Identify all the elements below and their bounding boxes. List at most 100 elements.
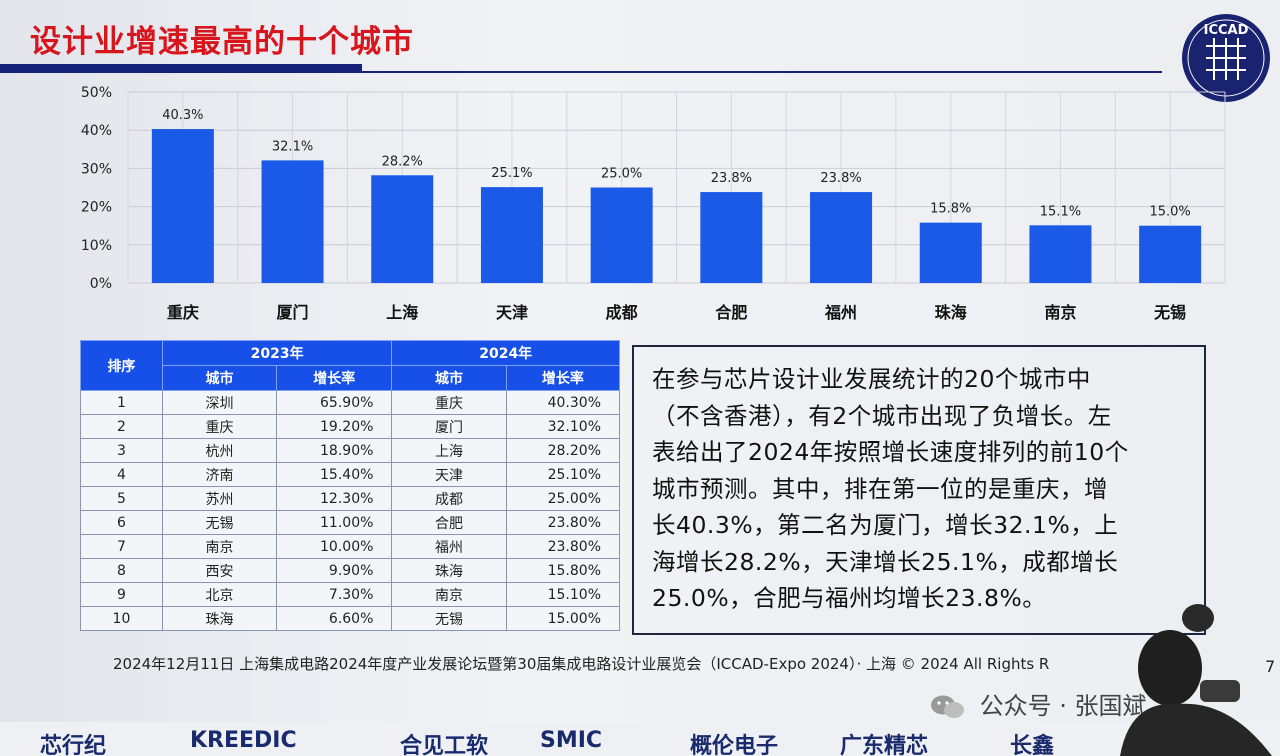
rate-2023-cell: 10.00%	[276, 534, 393, 559]
sub-header-rate-2024: 增长率	[505, 365, 621, 391]
rate-2024-cell: 25.10%	[505, 462, 621, 487]
rate-2023-cell: 18.90%	[276, 438, 393, 463]
table-row: 1 深圳 65.90% 重庆 40.30%	[80, 390, 621, 415]
rate-2024-cell: 23.80%	[505, 534, 621, 559]
value-label: 15.1%	[1040, 204, 1081, 219]
table-row: 7 南京 10.00% 福州 23.80%	[80, 534, 621, 559]
rate-2023-cell: 12.30%	[276, 486, 393, 511]
header-rule	[362, 71, 1162, 73]
bar-4	[590, 187, 653, 283]
bar-7	[919, 222, 982, 283]
city-2023-cell: 深圳	[161, 390, 278, 415]
rate-2024-cell: 25.00%	[505, 486, 621, 511]
sponsor-strip: 芯行纪 KREEDIC 合见工软 SMIC 概伦电子 广东精芯 长鑫	[0, 722, 1280, 756]
sponsor-logo: 芯行纪	[40, 734, 107, 756]
city-2023-cell: 南京	[161, 534, 278, 559]
category-label: 福州	[824, 303, 857, 322]
rate-2023-cell: 6.60%	[276, 606, 393, 631]
table-row: 5 苏州 12.30% 成都 25.00%	[80, 486, 621, 511]
bar-8	[1029, 225, 1092, 283]
bar-1	[261, 160, 324, 283]
audience-silhouette	[1120, 604, 1272, 756]
y-tick-label: 30%	[81, 161, 112, 177]
slide-footer: 2024年12月11日 上海集成电路2024年度产业发展论坛暨第30届集成电路设…	[113, 655, 1050, 673]
category-labels: 重庆 厦门 上海 天津 成都 合肥 福州 珠海 南京 无锡	[167, 303, 1186, 322]
rank-cell: 8	[80, 558, 163, 583]
rate-2024-cell: 15.80%	[505, 558, 621, 583]
summary-box: 在参与芯片设计业发展统计的20个城市中 （不含香港），有2个城市出现了负增长。左表…	[632, 345, 1206, 635]
title-underline	[0, 64, 362, 73]
value-label: 23.8%	[820, 171, 861, 186]
sponsor-logo: 长鑫	[1010, 734, 1055, 756]
category-label: 无锡	[1153, 303, 1186, 322]
sponsor-logo: 合见工软	[400, 734, 489, 756]
table-body: 1 深圳 65.90% 重庆 40.30% 2 重庆 19.20% 厦门 32.10% 3 杭州 18.…	[80, 390, 621, 631]
category-label: 珠海	[935, 303, 967, 322]
rate-2024-cell: 28.20%	[505, 438, 621, 463]
year-header-2023: 2023年	[161, 340, 393, 366]
y-tick-label: 40%	[81, 123, 112, 139]
summary-line: 表给出了2024年按照增长速度排列的前10个	[652, 438, 1129, 466]
value-label: 23.8%	[711, 171, 752, 186]
rank-cell: 7	[80, 534, 163, 559]
slide-title: 设计业增速最高的十个城市	[30, 24, 414, 60]
value-label: 15.0%	[1149, 205, 1190, 220]
bar-6	[810, 192, 873, 283]
value-label: 28.2%	[382, 154, 423, 169]
rate-2024-cell: 32.10%	[505, 414, 621, 439]
rate-2024-cell: 15.10%	[505, 582, 621, 607]
rank-header: 排序	[80, 340, 163, 391]
table-row: 10 珠海 6.60% 无锡 15.00%	[80, 606, 621, 631]
sponsor-logo: 广东精芯	[840, 734, 929, 756]
rate-2023-cell: 9.90%	[276, 558, 393, 583]
value-label: 25.0%	[601, 167, 642, 182]
bars	[151, 129, 1202, 283]
city-2023-cell: 杭州	[161, 438, 278, 463]
category-label: 上海	[386, 303, 418, 322]
logo-text: ICCAD	[1204, 23, 1249, 38]
city-2023-cell: 西安	[161, 558, 278, 583]
rank-cell: 10	[80, 606, 163, 631]
sponsor-logo: SMIC	[540, 728, 603, 753]
year-header-2024: 2024年	[391, 340, 620, 366]
table-row: 3 杭州 18.90% 上海 28.20%	[80, 438, 621, 463]
rate-2024-cell: 23.80%	[505, 510, 621, 535]
city-2024-cell: 无锡	[391, 606, 507, 631]
summary-line: （不含香港），有2个城市出现了负增长。左	[652, 401, 1112, 430]
city-2023-cell: 北京	[161, 582, 278, 607]
page-number: 7	[1265, 657, 1276, 676]
city-2024-cell: 成都	[391, 486, 507, 511]
city-2023-cell: 济南	[161, 462, 278, 487]
category-label: 重庆	[167, 303, 199, 322]
city-2023-cell: 苏州	[161, 486, 278, 511]
value-label: 15.8%	[930, 202, 971, 217]
sub-header-rate-2023: 增长率	[276, 365, 393, 391]
summary-line: 长40.3%，第二名为厦门，增长32.1%，上	[652, 511, 1119, 539]
category-label: 成都	[606, 303, 638, 322]
y-tick-label: 10%	[81, 238, 112, 254]
bar-9	[1139, 225, 1202, 283]
sub-header-city-2024: 城市	[391, 365, 507, 391]
table-row: 2 重庆 19.20% 厦门 32.10%	[80, 414, 621, 439]
value-label: 25.1%	[491, 166, 532, 181]
city-2024-cell: 珠海	[391, 558, 507, 583]
wechat-watermark: 公众号 · 张国斌	[930, 686, 1147, 721]
rank-cell: 1	[80, 390, 163, 415]
value-label: 32.1%	[272, 139, 313, 154]
sponsor-logo: 概伦电子	[690, 734, 779, 756]
city-2024-cell: 合肥	[391, 510, 507, 535]
bar-0	[151, 129, 214, 283]
city-2023-cell: 重庆	[161, 414, 278, 439]
iccad-logo: ICCAD	[1182, 14, 1270, 102]
wechat-icon	[931, 695, 964, 718]
city-2023-cell: 无锡	[161, 510, 278, 535]
rate-2023-cell: 11.00%	[276, 510, 393, 535]
rate-2024-cell: 15.00%	[505, 606, 621, 631]
summary-line: 25.0%，合肥与福州均增长23.8%。	[652, 584, 1047, 612]
city-2024-cell: 厦门	[391, 414, 507, 439]
city-2024-cell: 上海	[391, 438, 507, 463]
city-2024-cell: 天津	[391, 462, 507, 487]
bar-5	[700, 192, 763, 283]
sponsor-logo: KREEDIC	[190, 728, 297, 753]
